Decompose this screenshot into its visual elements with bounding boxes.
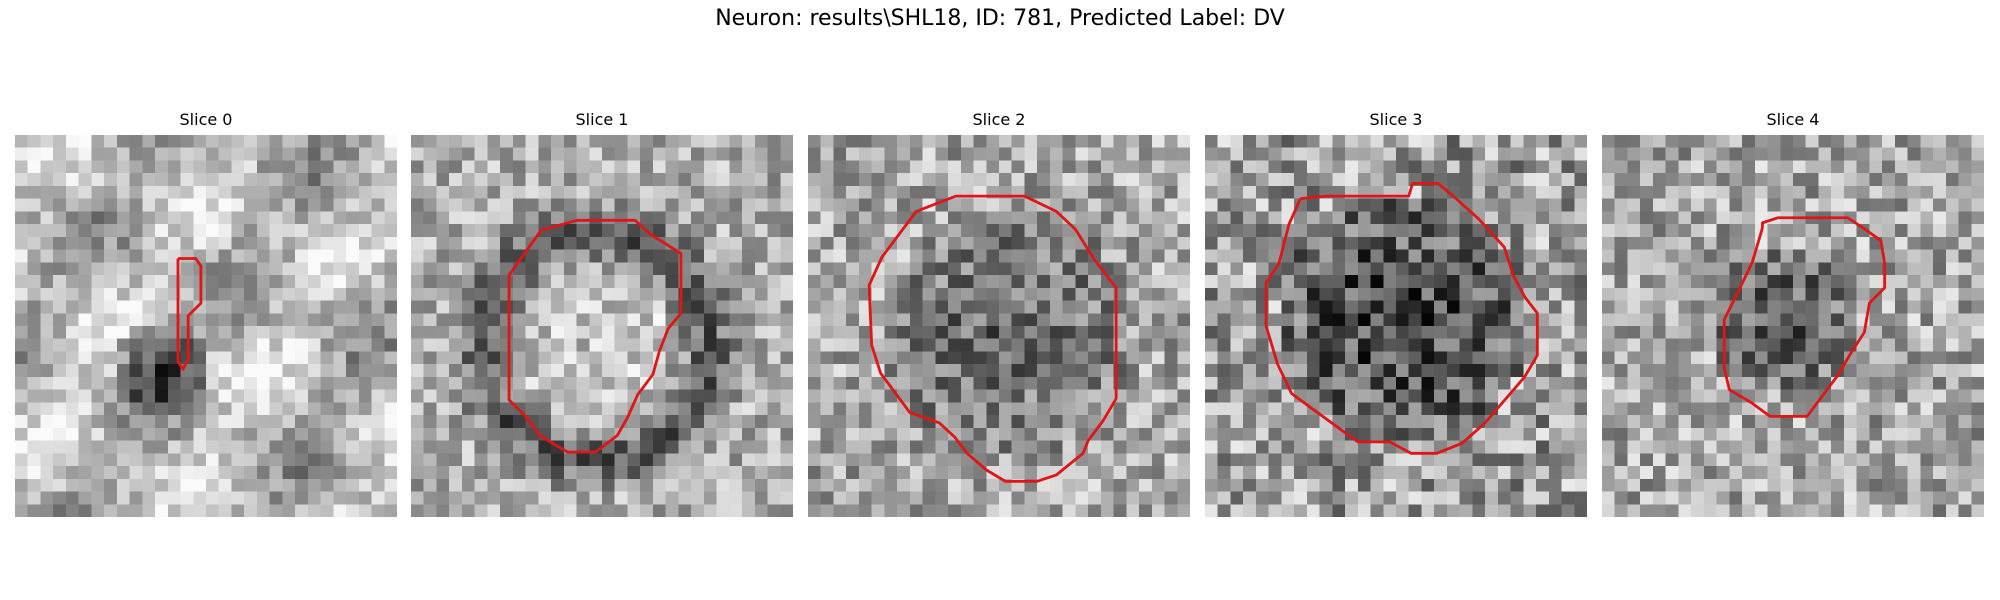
segmentation-contour-4	[1722, 216, 1887, 418]
segmentation-contour-1	[507, 218, 683, 454]
slice-image-0	[15, 135, 397, 517]
slice-title-1: Slice 1	[575, 110, 629, 129]
slice-panel-0: Slice 0	[15, 105, 397, 517]
slice-title-2: Slice 2	[972, 110, 1026, 129]
segmentation-contour-3	[1264, 181, 1539, 455]
slice-title-4: Slice 4	[1766, 110, 1820, 129]
segmentation-contour-0	[176, 257, 203, 371]
slice-panel-4: Slice 4	[1602, 105, 1984, 517]
slice-image-4	[1602, 135, 1984, 517]
slice-image-2	[808, 135, 1190, 517]
slice-title-3: Slice 3	[1369, 110, 1423, 129]
slice-panel-2: Slice 2	[808, 105, 1190, 517]
slice-title-0: Slice 0	[179, 110, 233, 129]
slice-image-1	[411, 135, 793, 517]
slice-panel-1: Slice 1	[411, 105, 793, 517]
segmentation-contour-2	[867, 194, 1118, 483]
slice-image-3	[1205, 135, 1587, 517]
slice-panel-3: Slice 3	[1205, 105, 1587, 517]
figure-title: Neuron: results\SHL18, ID: 781, Predicte…	[715, 6, 1285, 31]
